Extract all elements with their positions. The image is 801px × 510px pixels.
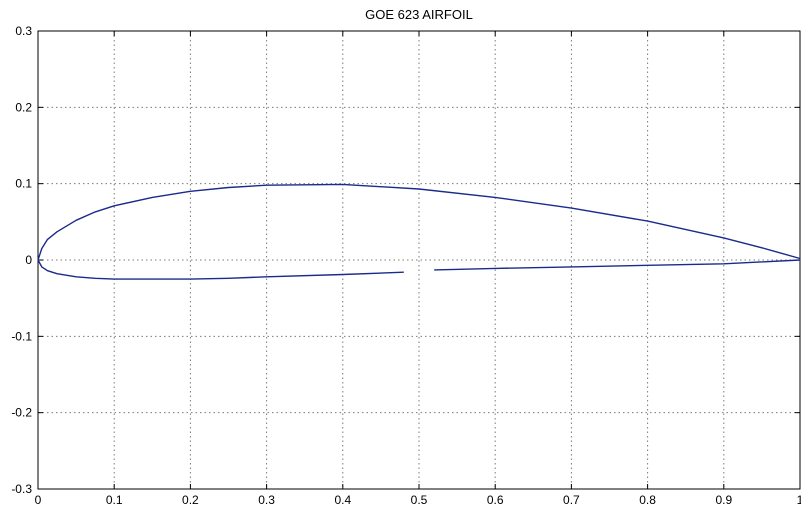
y-tick-label: 0 — [25, 253, 32, 267]
x-tick-label: 0.7 — [563, 493, 580, 507]
series — [37, 183, 801, 280]
x-tick-label: 1 — [797, 493, 801, 507]
ticks: 0 0.1 0.2 0.3 0.4 0.5 0.6 0.7 0.8 0.9 10.30.20.10-… — [11, 24, 801, 507]
y-tick-label: -0.1 — [11, 329, 32, 343]
x-tick-label: 0.5 — [411, 493, 428, 507]
grid-lines — [38, 31, 800, 489]
y-tick-label: 0.1 — [15, 177, 32, 191]
y-tick-label: -0.3 — [11, 482, 32, 496]
x-tick-label: 0.3 — [258, 493, 275, 507]
y-tick-label: 0.3 — [15, 24, 32, 38]
airfoil-series-line-1 — [37, 183, 801, 261]
x-tick-label: 0.6 — [487, 493, 504, 507]
airfoil-series-line-3 — [434, 259, 801, 271]
y-tick-label: 0.2 — [15, 100, 32, 114]
x-tick-label: 0 — [35, 493, 42, 507]
chart-title: GOE 623 AIRFOIL — [365, 7, 473, 22]
y-tick-label: -0.2 — [11, 406, 32, 420]
x-tick-label: 0.4 — [334, 493, 351, 507]
x-tick-label: 0.9 — [715, 493, 732, 507]
x-tick-label: 0.2 — [182, 493, 199, 507]
x-tick-label: 0.8 — [639, 493, 656, 507]
x-tick-label: 0.1 — [106, 493, 123, 507]
airfoil-series-line-2 — [37, 259, 404, 280]
